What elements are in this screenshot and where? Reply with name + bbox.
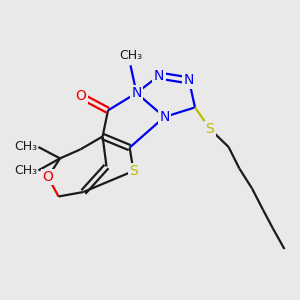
Text: O: O xyxy=(43,170,53,184)
Text: N: N xyxy=(159,110,170,124)
Text: N: N xyxy=(131,86,142,100)
Text: N: N xyxy=(184,74,194,87)
Text: S: S xyxy=(129,164,138,178)
Text: S: S xyxy=(206,122,214,136)
Text: O: O xyxy=(76,89,86,103)
Text: CH₃: CH₃ xyxy=(119,49,142,62)
Text: N: N xyxy=(154,69,164,82)
Text: CH₃: CH₃ xyxy=(14,164,37,177)
Text: CH₃: CH₃ xyxy=(14,140,37,154)
